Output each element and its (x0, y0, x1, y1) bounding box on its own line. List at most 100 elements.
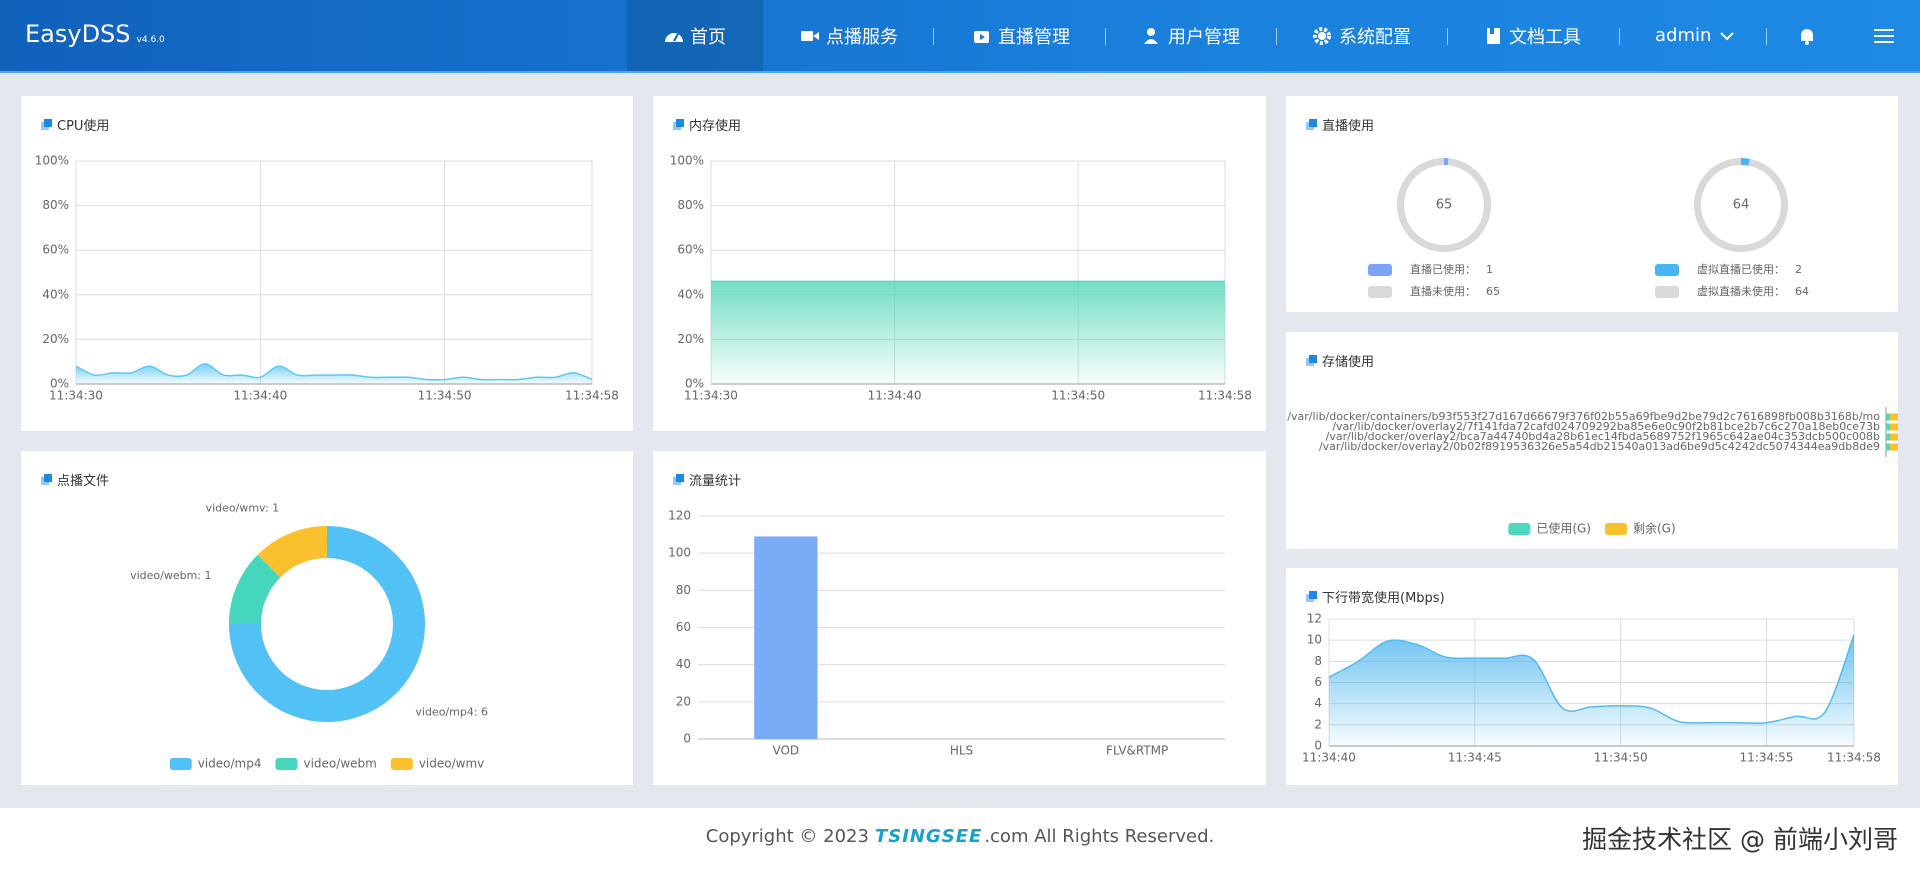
title-text: 直播使用 (1322, 119, 1375, 134)
separator (933, 28, 934, 45)
panel-title: 下行带宽使用(Mbps) (1306, 587, 1445, 606)
nav-item[interactable]: 文档工具 (1485, 0, 1581, 71)
title-text: 下行带宽使用(Mbps) (1322, 591, 1445, 606)
logo-text: EasyDSS (25, 20, 131, 48)
x-tick-label: 11:34:58 (565, 389, 619, 403)
y-tick-label: /var/lib/docker/containers/b93f553f27d16… (1287, 410, 1880, 423)
version: v4.6.0 (136, 35, 165, 45)
menu-button[interactable] (1873, 0, 1901, 71)
legend-label: video/webm (304, 757, 377, 771)
title-text: 存储使用 (1322, 355, 1375, 370)
chart: /var/lib/docker/containers/b93f553f27d16… (1287, 407, 1898, 536)
area (711, 281, 1225, 384)
notifications[interactable] (1798, 0, 1822, 71)
bar (1886, 413, 1890, 421)
data-label: video/mp4: 6 (415, 705, 488, 718)
y-tick-label: 0% (50, 377, 69, 391)
gauge-segment (1741, 158, 1750, 166)
panel: 存储使用 /var/lib/docker/containers/b93f553f… (1286, 332, 1898, 549)
legend-label: video/mp4 (198, 757, 262, 771)
separator (1105, 28, 1106, 45)
icon (1313, 26, 1331, 45)
title-text: 点播文件 (57, 474, 110, 489)
y-tick-label: 80% (677, 198, 704, 212)
y-tick-label: 10 (1307, 633, 1322, 647)
y-tick-label: 4 (1314, 696, 1322, 710)
y-tick-label: 0 (1314, 739, 1322, 753)
x-tick-label: 11:34:40 (1302, 751, 1356, 765)
y-tick-label: 20 (676, 694, 691, 708)
nav-item[interactable]: 首页 (664, 0, 726, 71)
legend-swatch (1655, 264, 1679, 276)
x-tick-label: 11:34:50 (1051, 389, 1105, 403)
legend-label: 虚拟直播已使用： (1697, 262, 1785, 276)
watermark: 掘金技术社区 @ 前端小刘哥 (1582, 825, 1898, 854)
chart: 0 2 4 6 8 10 12 11:34:40 11:34:45 11:34:50 11:34:5… (1302, 612, 1881, 765)
x-tick-label: 11:34:45 (1448, 751, 1502, 765)
panel-title: 点播文件 (41, 470, 109, 489)
data-label: video/webm: 1 (130, 569, 211, 582)
panel-title: 内存使用 (673, 115, 741, 134)
x-tick-label: 11:34:58 (1827, 751, 1881, 765)
title-text: 内存使用 (689, 119, 742, 134)
chart: 0% 20% 40% 60% 80% 100% 11:34:30 11:34:40 11:34:… (35, 154, 619, 403)
bar (754, 536, 818, 739)
separator (1447, 28, 1448, 45)
y-tick-label: 0 (683, 732, 691, 746)
y-tick-label: /var/lib/docker/overlay2/bca7a44740bd4a2… (1326, 430, 1880, 443)
legend-swatch (1508, 523, 1531, 535)
y-tick-label: 100% (670, 154, 704, 168)
gauge-center-label: 65 (1436, 198, 1453, 213)
y-tick-label: 40% (677, 287, 704, 301)
bar (1890, 423, 1898, 431)
legend-label: 虚拟直播未使用： (1697, 284, 1785, 298)
nav-item[interactable]: 系统配置 (1313, 0, 1411, 71)
y-tick-label: 40% (42, 287, 69, 301)
legend-value: 65 (1486, 285, 1500, 298)
panel-title: 流量统计 (673, 470, 741, 489)
y-tick-label: /var/lib/docker/overlay2/7f141fda72cafd0… (1332, 420, 1880, 433)
user-name: admin (1655, 25, 1712, 46)
line (75, 363, 593, 381)
legend-value: 1 (1486, 263, 1493, 276)
legend-label: 直播已使用： (1410, 262, 1476, 276)
user-menu[interactable]: admin (1655, 0, 1743, 71)
nav-label: 点播服务 (826, 26, 898, 48)
brand[interactable]: TSINGSEE (874, 826, 983, 847)
x-tick-label: FLV&RTMP (1106, 744, 1168, 758)
nav-item[interactable]: 用户管理 (1142, 0, 1240, 71)
chart: 65 直播已使用： 1 直播未使用： 65 64 虚拟直播已使用： 2 虚拟直播未使用： 64 (1368, 158, 1809, 298)
legend-swatch (169, 758, 192, 770)
chart: 0% 20% 40% 60% 80% 100% 11:34:30 11:34:40 11:34:… (670, 154, 1252, 403)
bar (1886, 443, 1890, 451)
panel-title: CPU使用 (41, 115, 109, 134)
y-tick-label: 6 (1314, 675, 1322, 689)
copyright: Copyright © 2023 TSINGSEE .com All Rights … (0, 826, 1920, 847)
bar (1890, 433, 1898, 441)
y-tick-label: 20% (677, 332, 704, 346)
y-tick-label: 2 (1314, 717, 1322, 731)
panel: 下行带宽使用(Mbps) 0 2 4 6 8 10 12 11:34:40 11:34:45 11… (1286, 568, 1898, 785)
nav-label: 直播管理 (998, 26, 1070, 48)
bar (1886, 423, 1890, 431)
legend-swatch (1368, 264, 1392, 276)
y-tick-label: 12 (1307, 612, 1322, 626)
y-tick-label: 60 (676, 620, 691, 634)
separator (1619, 28, 1620, 45)
x-tick-label: 11:34:40 (868, 389, 922, 403)
legend-value: 64 (1795, 285, 1809, 298)
icon (1801, 28, 1813, 45)
icon (1874, 28, 1894, 43)
logo[interactable]: EasyDSS v4.6.0 (25, 20, 165, 48)
separator (1766, 28, 1767, 45)
x-tick-label: 11:34:55 (1740, 751, 1794, 765)
nav-item[interactable]: 直播管理 (972, 0, 1070, 71)
icon (665, 32, 683, 42)
panel: 点播文件 video/mp4: 6 video/webm: 1 video/wmv:… (21, 451, 633, 785)
legend-swatch (1655, 286, 1679, 298)
y-tick-label: 60% (42, 243, 69, 257)
nav-item[interactable]: 点播服务 (800, 0, 898, 71)
legend-label: 已使用(G) (1536, 521, 1591, 536)
x-tick-label: 11:34:30 (49, 389, 103, 403)
